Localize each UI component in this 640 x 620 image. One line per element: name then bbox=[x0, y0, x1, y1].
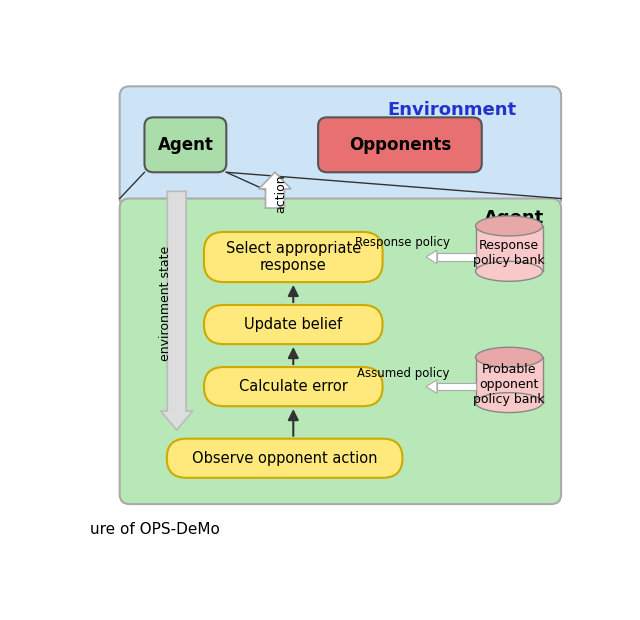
Text: Calculate error: Calculate error bbox=[239, 379, 348, 394]
Bar bbox=[437, 383, 476, 391]
Polygon shape bbox=[426, 250, 437, 264]
FancyArrow shape bbox=[259, 172, 291, 208]
Bar bbox=[476, 226, 543, 272]
FancyBboxPatch shape bbox=[120, 86, 561, 208]
Text: Observe opponent action: Observe opponent action bbox=[192, 451, 378, 466]
FancyBboxPatch shape bbox=[120, 198, 561, 504]
Text: Response policy: Response policy bbox=[355, 236, 450, 249]
Text: Agent: Agent bbox=[484, 208, 544, 227]
Text: Select appropriate
response: Select appropriate response bbox=[226, 241, 361, 273]
FancyBboxPatch shape bbox=[145, 117, 227, 172]
Bar bbox=[476, 357, 543, 402]
Text: Probable
opponent
policy bank: Probable opponent policy bank bbox=[473, 363, 545, 406]
Polygon shape bbox=[426, 380, 437, 393]
Ellipse shape bbox=[476, 347, 543, 367]
FancyBboxPatch shape bbox=[204, 305, 383, 344]
FancyBboxPatch shape bbox=[167, 439, 403, 478]
Text: environment state: environment state bbox=[159, 246, 172, 361]
Text: Assumed policy: Assumed policy bbox=[357, 367, 450, 380]
FancyBboxPatch shape bbox=[318, 117, 482, 172]
Text: Response
policy bank: Response policy bank bbox=[473, 239, 545, 267]
Bar bbox=[437, 253, 476, 261]
FancyBboxPatch shape bbox=[204, 232, 383, 282]
FancyArrow shape bbox=[161, 192, 193, 430]
Ellipse shape bbox=[476, 216, 543, 236]
Text: ure of OPS-DeMo: ure of OPS-DeMo bbox=[90, 523, 220, 538]
FancyBboxPatch shape bbox=[204, 367, 383, 406]
Text: action: action bbox=[275, 174, 287, 213]
Text: Update belief: Update belief bbox=[244, 317, 342, 332]
Text: Environment: Environment bbox=[387, 100, 516, 118]
Text: Opponents: Opponents bbox=[349, 136, 451, 154]
Text: Agent: Agent bbox=[157, 136, 213, 154]
Ellipse shape bbox=[476, 262, 543, 281]
Ellipse shape bbox=[476, 392, 543, 412]
